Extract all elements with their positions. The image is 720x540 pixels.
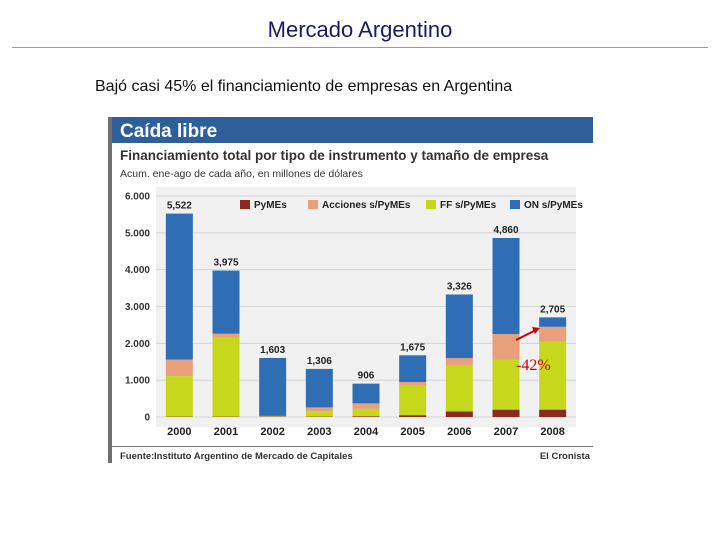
total-label-2002: 1,603 [260,345,285,356]
bar-segment-ff-s-pymes-2003 [305,411,333,417]
bar-segment-acciones-s-pymes-2004 [352,403,380,409]
legend-label-ff-s-pymes: FF s/PyMEs [440,200,497,211]
legend-label-pymes: PyMEs [254,200,287,211]
bar-segment-on-s-pymes-2006 [445,294,473,359]
bar-segment-ff-s-pymes-2005 [399,385,427,416]
title-divider [12,47,708,48]
bar-segment-ff-s-pymes-2008 [539,341,567,410]
bar-segment-on-s-pymes-2000 [165,213,193,360]
y-tick-label: 2.000 [125,339,150,350]
annotation-arrow [515,329,537,341]
chart-title: Financiamiento total por tipo de instrum… [120,148,549,163]
total-label-2000: 5,522 [167,201,192,212]
legend: PyMEs Acciones s/PyMEs FF s/PyMEs ON s/PyME… [240,200,583,211]
bar-segment-acciones-s-pymes-2008 [539,326,567,342]
source-label: Fuente: [120,451,154,462]
slide-title: Mercado Argentino [267,17,453,42]
total-label-2005: 1,675 [400,342,425,353]
bar-segment-pymes-2008 [539,409,567,417]
y-tick-label: 6.000 [125,192,150,203]
x-tick-label-2005: 2005 [400,426,424,438]
total-label-2004: 906 [358,371,375,382]
chart-subtitle: Acum. ene-ago de cada año, en millones d… [120,168,363,180]
total-label-2001: 3,975 [213,258,238,269]
x-tick-label-2002: 2002 [260,426,284,438]
legend-swatch-on-s-pymes [510,200,520,209]
publisher-label: El Cronista [540,451,591,462]
source-text: Instituto Argentino de Mercado de Capita… [154,451,353,462]
bar-segment-acciones-s-pymes-2007 [492,334,520,360]
x-tick-label-2004: 2004 [354,426,379,438]
bar-segment-on-s-pymes-2007 [492,237,520,335]
bar-segment-acciones-s-pymes-2006 [445,358,473,366]
bar-segment-pymes-2004 [352,416,380,417]
x-axis: 2000 2001 2002 2003 2004 2005 2006 2007 2008 [167,426,565,438]
bar-segment-acciones-s-pymes-2005 [399,382,427,386]
bar-segment-ff-s-pymes-2000 [165,376,193,417]
bar-segment-ff-s-pymes-2001 [212,337,240,417]
banner-title: Caída libre [120,121,217,142]
y-tick-label: 4.000 [125,265,150,276]
footer-divider [111,446,593,447]
bar-segment-ff-s-pymes-2006 [445,365,473,412]
x-tick-label-2001: 2001 [214,426,238,438]
bar-segment-pymes-2007 [492,409,520,417]
bar-segment-ff-s-pymes-2004 [352,408,380,417]
left-accent-bar [108,117,112,463]
bar-segment-ff-s-pymes-2007 [492,359,520,410]
x-tick-label-2006: 2006 [447,426,471,438]
legend-swatch-pymes [240,200,250,209]
bar-segment-on-s-pymes-2003 [305,368,333,408]
total-label-2008: 2,705 [540,304,565,315]
bar-segment-on-s-pymes-2002 [259,357,287,416]
bar-segment-acciones-s-pymes-2000 [165,359,193,377]
y-tick-label: 5.000 [125,228,150,239]
legend-label-acciones-s-pymes: Acciones s/PyMEs [322,200,411,211]
chart-banner [111,117,593,143]
bar-layer [165,213,567,417]
bar-segment-pymes-2006 [445,411,473,417]
legend-label-on-s-pymes: ON s/PyMEs [524,200,583,211]
x-tick-label-2008: 2008 [540,426,564,438]
x-tick-label-2007: 2007 [494,426,518,438]
bar-segment-on-s-pymes-2004 [352,383,380,404]
slide-subtitle: Bajó casi 45% el financiamiento de empre… [95,78,513,95]
total-labels: 5,522 3,975 1,603 1,306 906 1,675 3,326 4,860 2,… [167,201,566,382]
bar-segment-on-s-pymes-2008 [539,317,567,327]
y-tick-label: 3.000 [125,302,150,313]
chart-svg: Caída libre Financiamiento total por tip… [108,117,593,463]
bar-segment-on-s-pymes-2005 [399,355,427,383]
bar-segment-acciones-s-pymes-2001 [212,333,240,338]
total-label-2003: 1,306 [307,356,332,367]
annotation-label: -42% [516,357,551,374]
x-tick-label-2003: 2003 [307,426,331,438]
x-tick-label-2000: 2000 [167,426,191,438]
bar-segment-acciones-s-pymes-2003 [305,407,333,412]
total-label-2007: 4,860 [493,225,518,236]
annotation-arrowhead [532,327,540,334]
legend-swatch-acciones-s-pymes [308,200,318,209]
chart-figure: Caída libre Financiamiento total por tip… [108,115,593,465]
y-tick-label: 0 [144,413,150,424]
legend-swatch-ff-s-pymes [426,200,436,209]
total-label-2006: 3,326 [447,281,472,292]
y-tick-label: 1.000 [125,376,150,387]
bar-segment-on-s-pymes-2001 [212,270,240,334]
bar-segment-pymes-2005 [399,415,427,417]
y-axis: 0 1.000 2.000 3.000 4.000 5.000 6.000 [125,192,150,424]
